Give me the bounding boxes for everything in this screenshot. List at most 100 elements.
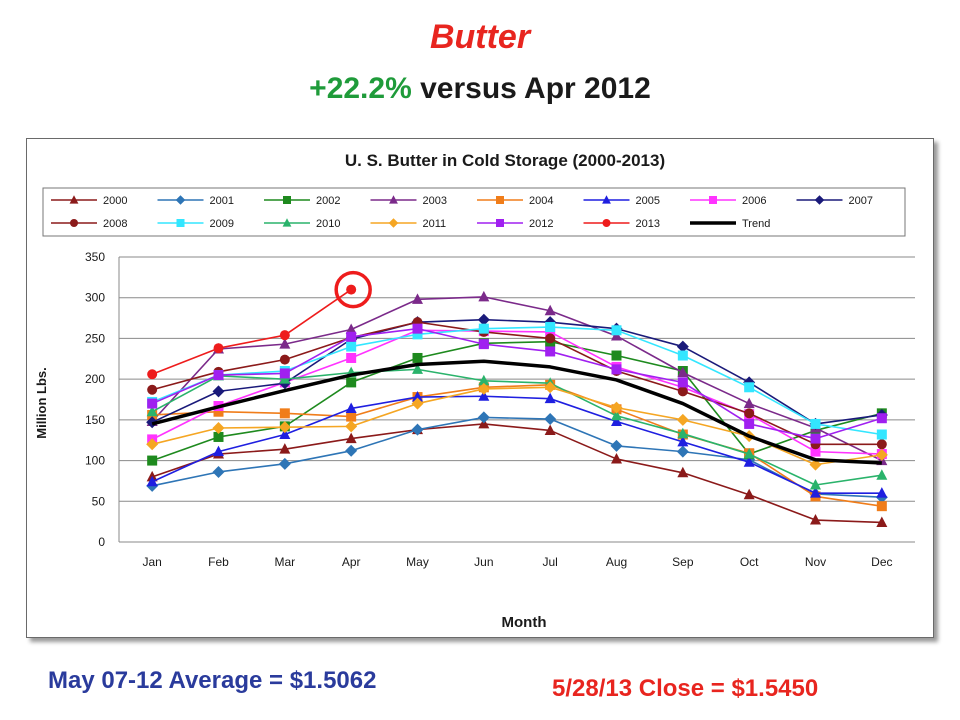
data-point (345, 420, 358, 433)
data-point (611, 364, 622, 375)
y-tick-label: 250 (85, 331, 105, 345)
data-point (345, 323, 357, 334)
data-point (744, 408, 755, 419)
data-point (345, 402, 357, 413)
legend-swatch-marker (709, 196, 717, 204)
legend-label: 2000 (103, 195, 127, 207)
legend-label: 2001 (210, 195, 234, 207)
data-point (875, 448, 888, 461)
legend-swatch-marker (388, 218, 399, 228)
series-line (151, 327, 883, 440)
data-point (810, 479, 821, 490)
series-line (152, 384, 882, 507)
series-line (151, 423, 882, 524)
data-point (677, 386, 688, 397)
data-point (676, 340, 689, 353)
data-point (611, 325, 622, 336)
data-point (477, 382, 490, 395)
x-tick-label: Feb (208, 555, 229, 569)
y-tick-label: 300 (85, 291, 105, 305)
data-point (611, 409, 622, 421)
data-point (810, 487, 821, 498)
data-point (610, 439, 623, 452)
data-point (545, 346, 556, 357)
data-point (279, 368, 290, 379)
legend-item-2007: 2007 (796, 195, 873, 207)
legend-label: Trend (742, 218, 770, 230)
legend-swatch-marker (602, 219, 611, 227)
series-line (151, 329, 882, 455)
data-point (677, 366, 689, 378)
legend-item-2012: 2012 (477, 218, 553, 230)
data-point (412, 352, 423, 363)
data-point (412, 293, 423, 304)
legend-swatch-marker (282, 218, 292, 227)
legend-item-2008: 2008 (51, 218, 127, 230)
cold-storage-line-chart: U. S. Butter in Cold Storage (2000-2013)… (34, 151, 915, 631)
data-point (743, 448, 755, 459)
legend-swatch-marker (496, 219, 504, 227)
data-point (213, 431, 224, 442)
data-point (477, 313, 490, 326)
series-2005 (146, 390, 888, 498)
data-point (478, 390, 490, 401)
axes: 0 50 100 150 200 250 300 350 Jan Feb Mar Apr May Jun J… (85, 250, 893, 569)
x-tick-label: Oct (740, 555, 759, 569)
data-point (279, 330, 290, 341)
data-point (876, 501, 887, 512)
data-point (412, 329, 423, 340)
series-line (151, 340, 883, 462)
data-point (278, 457, 291, 470)
data-point (744, 382, 755, 393)
x-tick-label: Apr (342, 555, 361, 569)
series-line (151, 318, 882, 425)
series-lines (146, 284, 888, 527)
legend-item-2005: 2005 (583, 195, 660, 207)
highlight-circle (334, 270, 372, 309)
legend-label: 2011 (423, 218, 447, 230)
data-point (677, 435, 689, 447)
y-tick-label: 200 (85, 372, 105, 386)
legend-item-trend: Trend (690, 218, 770, 230)
data-point (346, 284, 357, 295)
legend-swatch-marker (283, 196, 291, 204)
data-point (677, 466, 689, 478)
data-point (544, 304, 556, 316)
legend-label: 2002 (316, 195, 340, 207)
x-tick-label: Jan (142, 555, 161, 569)
legend-label: 2013 (636, 218, 660, 230)
legend-label: 2009 (210, 218, 234, 230)
data-point (412, 323, 423, 334)
data-point (677, 350, 688, 361)
data-point (478, 374, 490, 386)
x-tick-label: Jun (474, 555, 493, 569)
data-point (544, 424, 556, 435)
data-point (411, 397, 424, 410)
x-tick-label: Aug (606, 555, 627, 569)
x-tick-label: Dec (871, 555, 892, 569)
data-point (876, 469, 888, 480)
data-point (810, 514, 821, 525)
data-point (146, 438, 159, 451)
data-point (876, 439, 887, 450)
legend-label: 2006 (742, 195, 766, 207)
data-point (545, 333, 556, 344)
data-point (279, 408, 290, 419)
data-point (279, 428, 291, 440)
legend-swatch-marker (389, 195, 398, 204)
x-tick-label: Mar (274, 555, 295, 569)
series-2000 (146, 417, 888, 527)
legend-swatch-marker (175, 195, 186, 205)
legend: 2000 2001 2002 2003 2004 2005 2006 2007 2008 2009… (51, 195, 873, 230)
legend-label: 2004 (529, 195, 553, 207)
data-point (810, 418, 821, 429)
subtitle-comparison: versus Apr 2012 (411, 72, 651, 105)
slide-subtitle: +22.2% versus Apr 2012 (0, 72, 960, 106)
legend-item-2003: 2003 (370, 195, 447, 207)
data-point (147, 398, 158, 409)
data-point (676, 413, 689, 426)
data-point (545, 322, 556, 333)
grid (119, 256, 915, 543)
data-point (345, 444, 358, 457)
series-trend (151, 359, 882, 465)
